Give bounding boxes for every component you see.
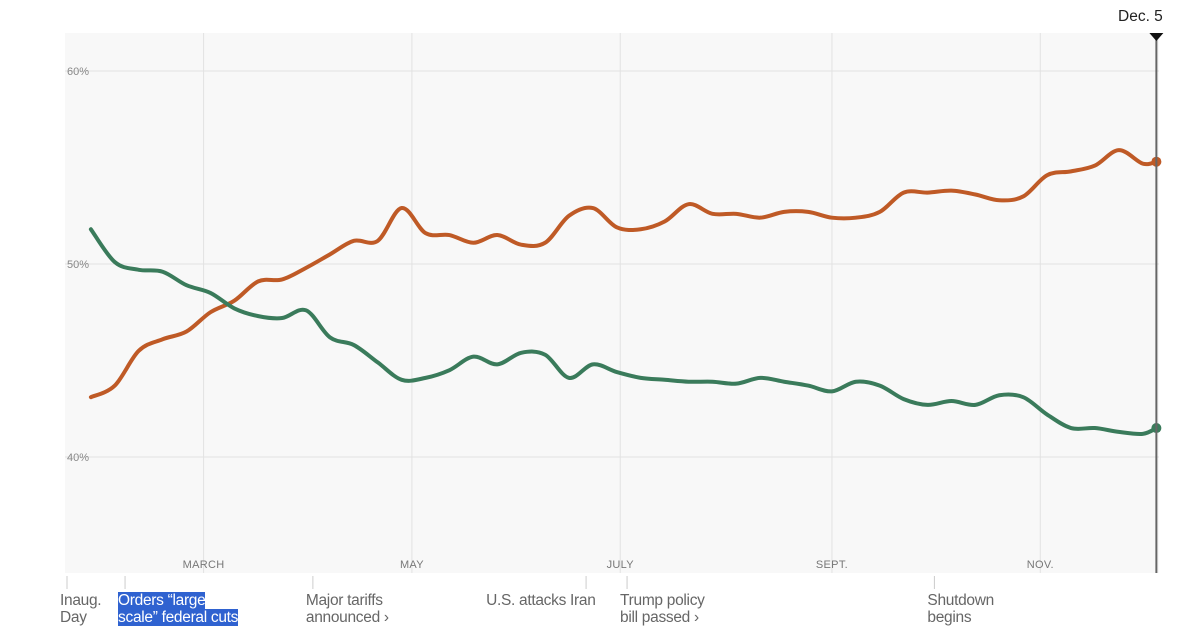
annotation-1: Orders “large scale” federal cuts bbox=[118, 592, 238, 626]
x-tick-label: NOV. bbox=[1027, 559, 1054, 571]
annotation-text: Major tariffs bbox=[305, 592, 383, 609]
plot-background bbox=[65, 33, 1159, 573]
annotation-text: bill passed › bbox=[620, 609, 699, 626]
annotation-3: U.S. attacks Iran bbox=[486, 592, 596, 609]
series-line-0 bbox=[88, 148, 1159, 400]
y-tick-label: 40% bbox=[67, 452, 89, 464]
annotation-4[interactable]: Trump policy bill passed › bbox=[620, 592, 705, 626]
x-tick-label: MARCH bbox=[183, 559, 225, 571]
annotation-text: Shutdown bbox=[927, 592, 994, 609]
x-tick-label: SEPT. bbox=[816, 559, 848, 571]
y-tick-label: 60% bbox=[67, 66, 89, 78]
series-lines bbox=[88, 148, 1162, 436]
series-line-1 bbox=[88, 227, 1159, 436]
annotation-text: Day bbox=[60, 609, 87, 626]
x-axis-labels: MARCH MAY JULY SEPT. NOV. bbox=[183, 559, 1054, 571]
annotation-text: Trump policy bbox=[620, 592, 705, 609]
gridlines bbox=[65, 33, 1159, 573]
end-date-label: Dec. 5 bbox=[1118, 8, 1163, 25]
annotation-text: begins bbox=[927, 609, 972, 626]
annotation-text: scale” federal cuts bbox=[118, 609, 239, 626]
y-tick-label: 50% bbox=[67, 259, 89, 271]
end-date-triangle-icon bbox=[1149, 33, 1164, 41]
annotation-5: Shutdown begins bbox=[927, 592, 994, 626]
annotation-0: Inaug. Day bbox=[60, 592, 102, 626]
annotation-2[interactable]: Major tariffs announced › bbox=[306, 592, 389, 626]
annotation-text: Orders “large bbox=[118, 592, 206, 609]
annotation-text: announced › bbox=[305, 609, 389, 626]
x-tick-label: JULY bbox=[607, 559, 635, 571]
annotation-text: U.S. attacks Iran bbox=[486, 592, 596, 609]
x-tick-label: MAY bbox=[400, 559, 424, 571]
annotation-ticks bbox=[66, 576, 935, 589]
annotation-text: Inaug. bbox=[60, 592, 102, 609]
end-marker bbox=[1149, 33, 1164, 573]
y-axis-labels: 60% 50% 40% bbox=[67, 66, 89, 464]
